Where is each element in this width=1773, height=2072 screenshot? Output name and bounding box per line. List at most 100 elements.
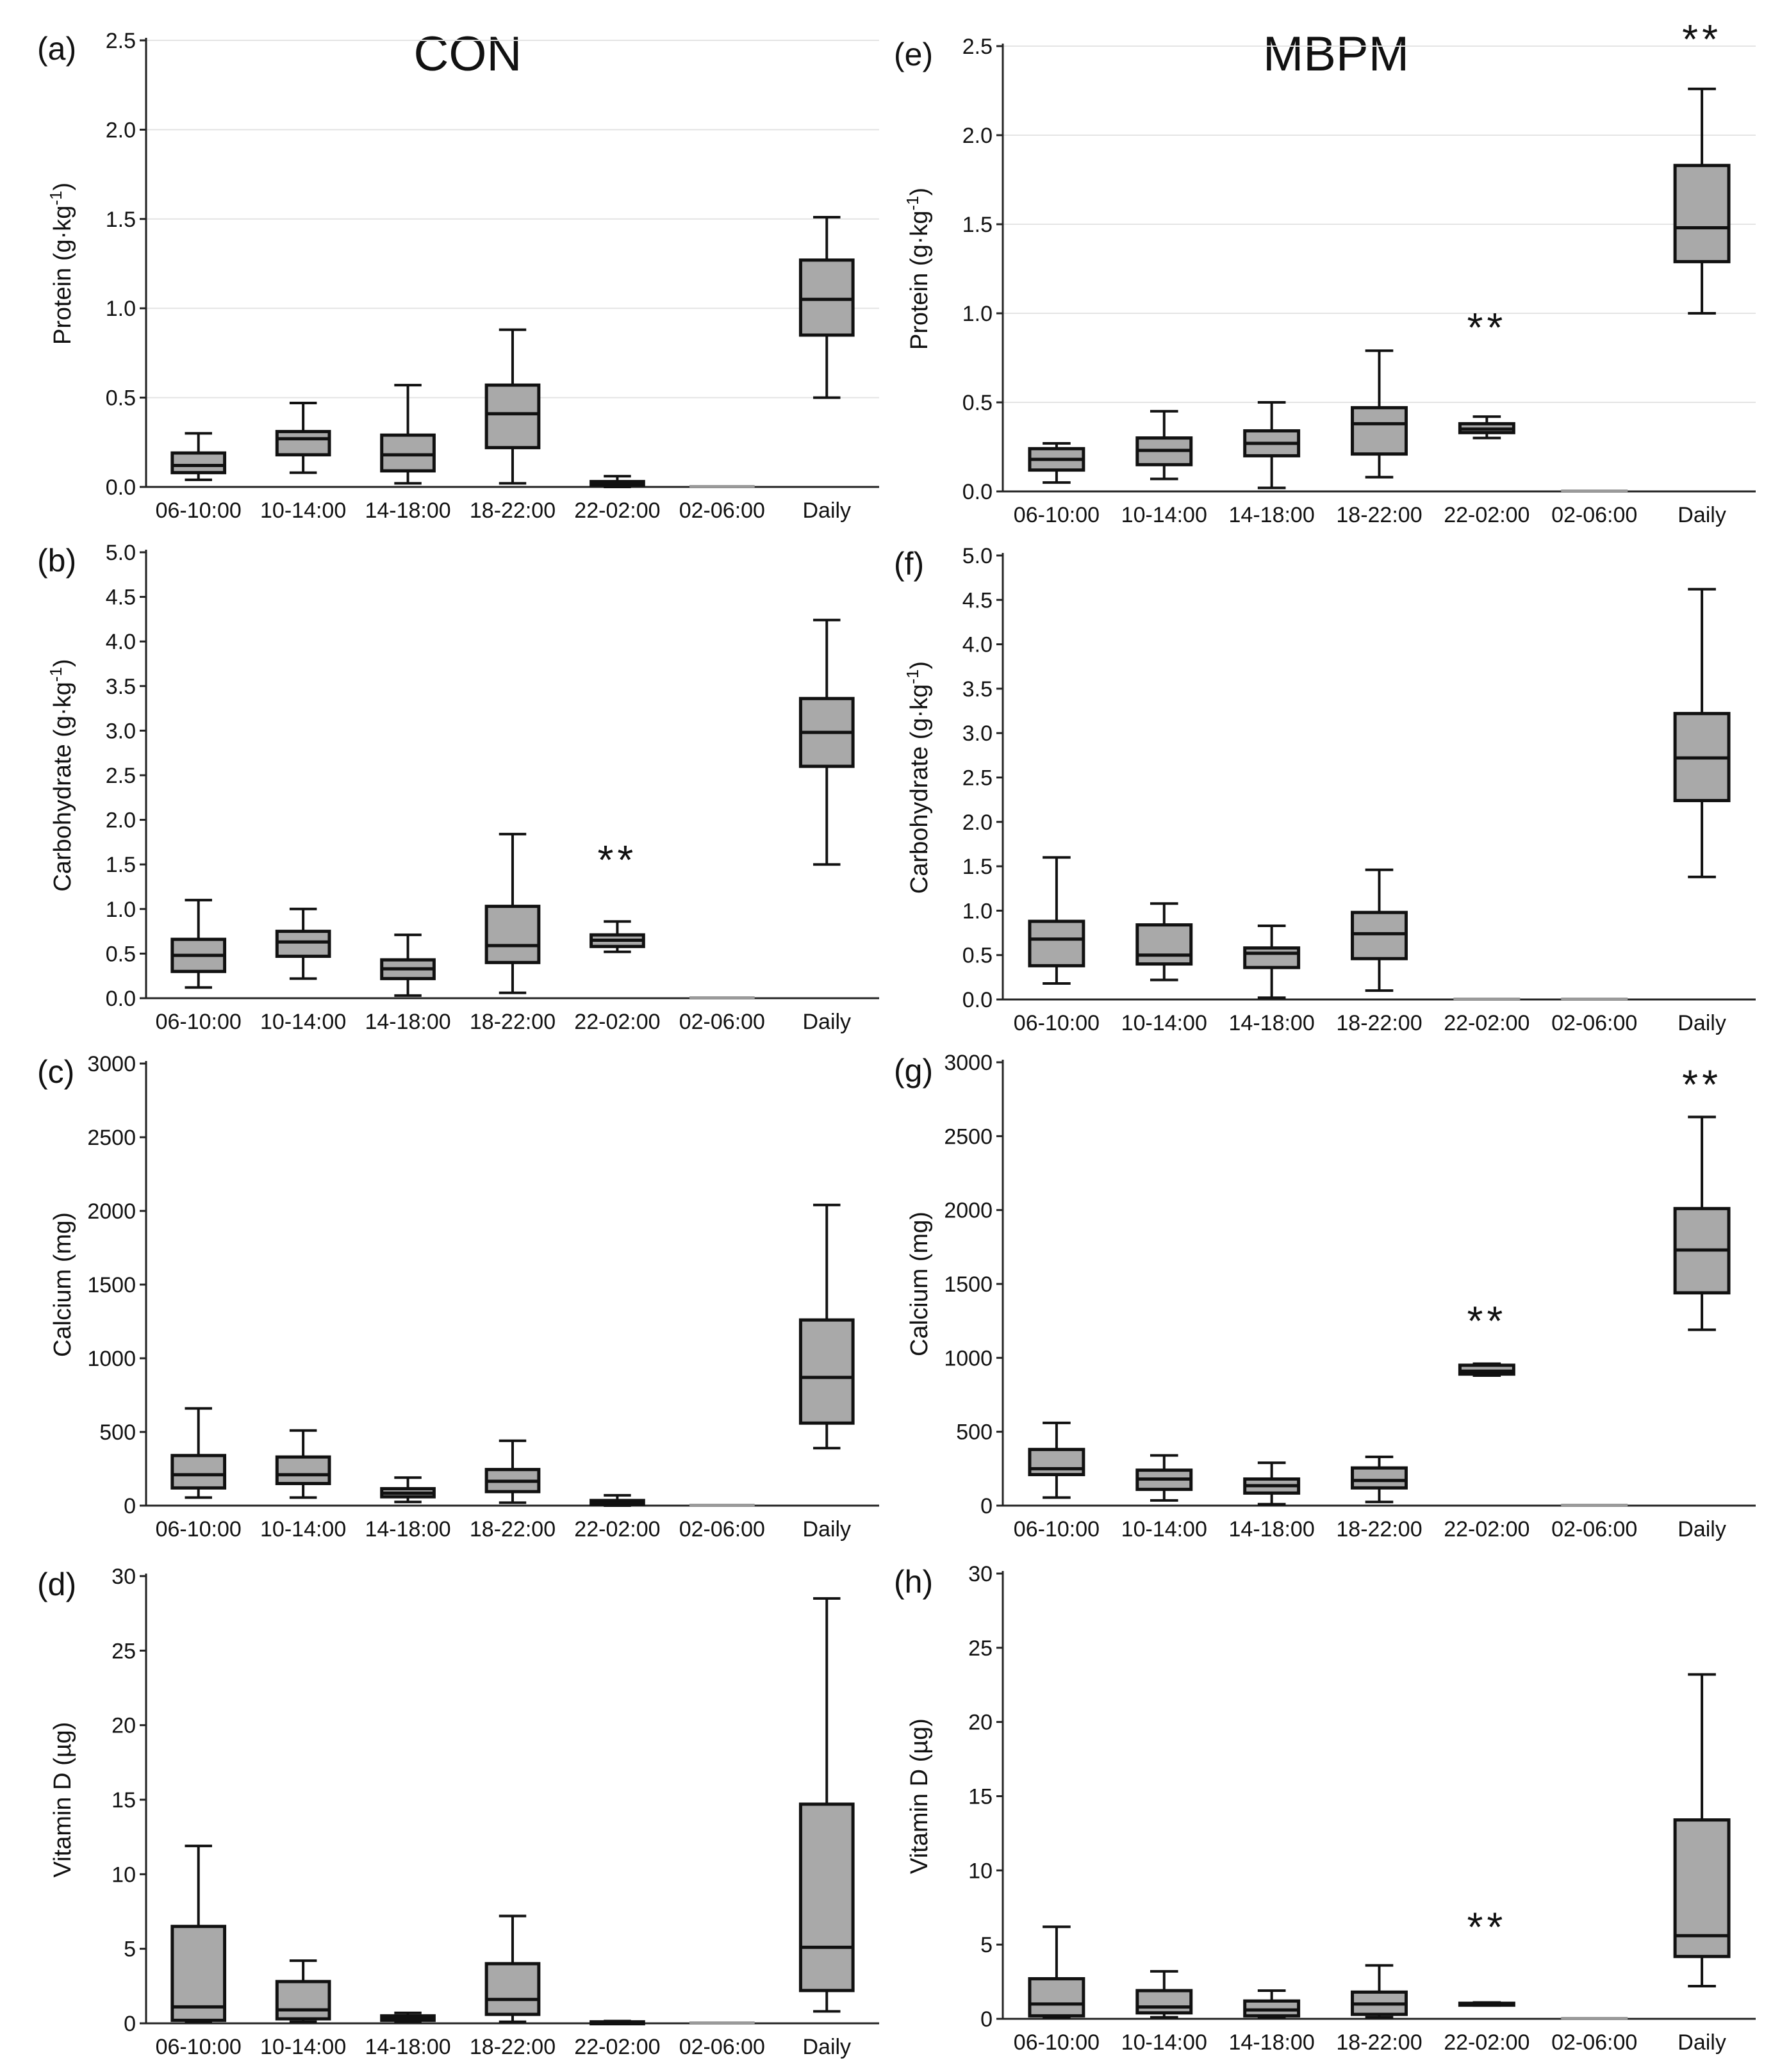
x-tick-label: 18-22:00 bbox=[1336, 503, 1422, 527]
x-tick-label: 22-02:00 bbox=[1444, 1011, 1530, 1035]
y-axis-title-superscript: -1 bbox=[903, 195, 922, 210]
box-plot bbox=[1458, 1362, 1515, 1377]
box-plot bbox=[1135, 902, 1193, 982]
iqr-box bbox=[1351, 406, 1408, 456]
x-tick-label: 06-10:00 bbox=[1014, 1011, 1100, 1035]
box-plot bbox=[275, 1959, 331, 2023]
x-tick-label: 02-06:00 bbox=[1551, 1517, 1637, 1542]
significance-marker: ** bbox=[1682, 1062, 1722, 1108]
y-axis-title: Carbohydrate (g·kg-1) bbox=[46, 659, 76, 891]
box-plot bbox=[1243, 924, 1301, 999]
y-tick-label: 25 bbox=[111, 1639, 136, 1663]
y-axis-title-text: Protein (g·kg bbox=[49, 206, 76, 345]
y-tick-label: 2000 bbox=[87, 1199, 136, 1224]
y-tick-label: 10 bbox=[968, 1859, 993, 1883]
box-plot bbox=[1028, 441, 1085, 484]
box-plot bbox=[380, 2011, 436, 2023]
panel-label: (a) bbox=[37, 31, 76, 67]
panel-h: 0 5 10 15 20 25 30 (h) Vitamin D (µg) 06-10:00 10-… bbox=[894, 1562, 1756, 2055]
y-axis-title-text: Carbohydrate (g·kg bbox=[49, 682, 76, 891]
iqr-box bbox=[275, 1980, 331, 2021]
x-tick-label: 06-10:00 bbox=[156, 2035, 242, 2059]
y-axis-title-text: Calcium (mg) bbox=[906, 1212, 933, 1356]
y-tick-label: 0 bbox=[124, 1494, 136, 1518]
y-tick-label: 1.0 bbox=[106, 297, 136, 321]
box-plot bbox=[1028, 856, 1085, 985]
x-tick-label: 06-10:00 bbox=[1014, 2030, 1100, 2055]
box-plot bbox=[275, 907, 331, 980]
y-axis-title: Calcium (mg) bbox=[49, 1212, 76, 1357]
y-tick-label: 1500 bbox=[87, 1273, 136, 1297]
x-tick-label: 06-10:00 bbox=[156, 1517, 242, 1542]
y-tick-label: 4.5 bbox=[106, 586, 136, 610]
y-tick-label: 4.0 bbox=[106, 630, 136, 654]
y-tick-label: 1.5 bbox=[106, 208, 136, 232]
significance-marker: ** bbox=[1467, 1903, 1506, 1950]
box-plot bbox=[484, 1439, 541, 1504]
y-tick-label: 2000 bbox=[944, 1199, 993, 1223]
iqr-box bbox=[1135, 1989, 1193, 2015]
y-tick-label: 2500 bbox=[944, 1124, 993, 1149]
iqr-box bbox=[1028, 919, 1085, 967]
x-tick-label: Daily bbox=[1678, 1011, 1726, 1035]
x-tick-label: 14-18:00 bbox=[1229, 1011, 1315, 1035]
x-tick-label: 02-06:00 bbox=[679, 1010, 765, 1034]
box-plot bbox=[380, 933, 436, 997]
panel-label: (e) bbox=[894, 37, 933, 72]
panel-b: 0.0 0.5 1.0 1.5 2.0 2.5 3.0 3.5 4.0 4.5 5.0 (b) Carb… bbox=[37, 541, 879, 1034]
iqr-box bbox=[1673, 163, 1731, 263]
y-tick-label: 0.0 bbox=[106, 475, 136, 500]
significance-marker: ** bbox=[598, 837, 638, 883]
y-tick-label: 15 bbox=[968, 1785, 993, 1809]
box-plot bbox=[590, 475, 645, 488]
y-axis-title: Calcium (mg) bbox=[906, 1212, 933, 1356]
x-tick-label: 02-06:00 bbox=[1551, 2030, 1637, 2055]
box-plot bbox=[380, 1476, 436, 1504]
iqr-box bbox=[1351, 1466, 1408, 1490]
x-tick-label: 18-22:00 bbox=[470, 498, 556, 523]
panel-label: (b) bbox=[37, 543, 76, 579]
y-tick-label: 1.0 bbox=[962, 302, 993, 326]
y-tick-label: 2.0 bbox=[962, 810, 993, 835]
x-tick-label: 10-14:00 bbox=[260, 2035, 346, 2059]
iqr-box bbox=[1673, 1818, 1731, 1959]
y-tick-label: 30 bbox=[111, 1565, 136, 1589]
box-plot bbox=[1028, 1421, 1085, 1499]
y-tick-label: 500 bbox=[956, 1420, 993, 1445]
x-tick-label: 14-18:00 bbox=[365, 498, 450, 523]
y-tick-label: 20 bbox=[968, 1711, 993, 1735]
y-axis-title-tail: ) bbox=[49, 659, 76, 667]
x-tick-label: 02-06:00 bbox=[1551, 1011, 1637, 1035]
x-tick-label: Daily bbox=[1678, 2030, 1726, 2055]
y-axis-title: Protein (g·kg-1) bbox=[46, 183, 76, 345]
box-plot bbox=[798, 1597, 855, 2013]
iqr-box bbox=[275, 930, 331, 958]
box-plot bbox=[1243, 401, 1301, 489]
y-tick-label: 10 bbox=[111, 1862, 136, 1887]
iqr-box bbox=[484, 383, 541, 450]
x-tick-label: 14-18:00 bbox=[1229, 503, 1315, 527]
box-plot bbox=[1458, 2001, 1515, 2007]
x-tick-label: 06-10:00 bbox=[156, 498, 242, 523]
y-tick-label: 0 bbox=[980, 2007, 993, 2032]
x-tick-label: 02-06:00 bbox=[679, 2035, 765, 2059]
iqr-box bbox=[1028, 1977, 1085, 2018]
iqr-box bbox=[170, 451, 227, 475]
iqr-box bbox=[798, 1318, 855, 1425]
y-tick-label: 3.0 bbox=[106, 719, 136, 743]
y-tick-label: 0 bbox=[980, 1494, 993, 1518]
x-tick-label: 22-02:00 bbox=[1444, 503, 1530, 527]
box-plot bbox=[170, 1845, 227, 2023]
x-tick-label: Daily bbox=[1678, 503, 1726, 527]
x-tick-label: 18-22:00 bbox=[1336, 2030, 1422, 2055]
box-plot bbox=[170, 432, 227, 481]
y-tick-label: 0.5 bbox=[106, 942, 136, 966]
y-axis-title-superscript: -1 bbox=[46, 667, 65, 682]
panel-g: 0 500 1000 1500 2000 2500 3000 (g) Calcium (mg) 0… bbox=[894, 1051, 1756, 1542]
x-tick-label: Daily bbox=[1678, 1517, 1726, 1542]
x-tick-label: 22-02:00 bbox=[574, 498, 660, 523]
x-tick-label: 06-10:00 bbox=[1014, 503, 1100, 527]
iqr-box bbox=[380, 433, 436, 473]
x-tick-label: 06-10:00 bbox=[156, 1010, 242, 1034]
x-tick-label: 10-14:00 bbox=[260, 498, 346, 523]
